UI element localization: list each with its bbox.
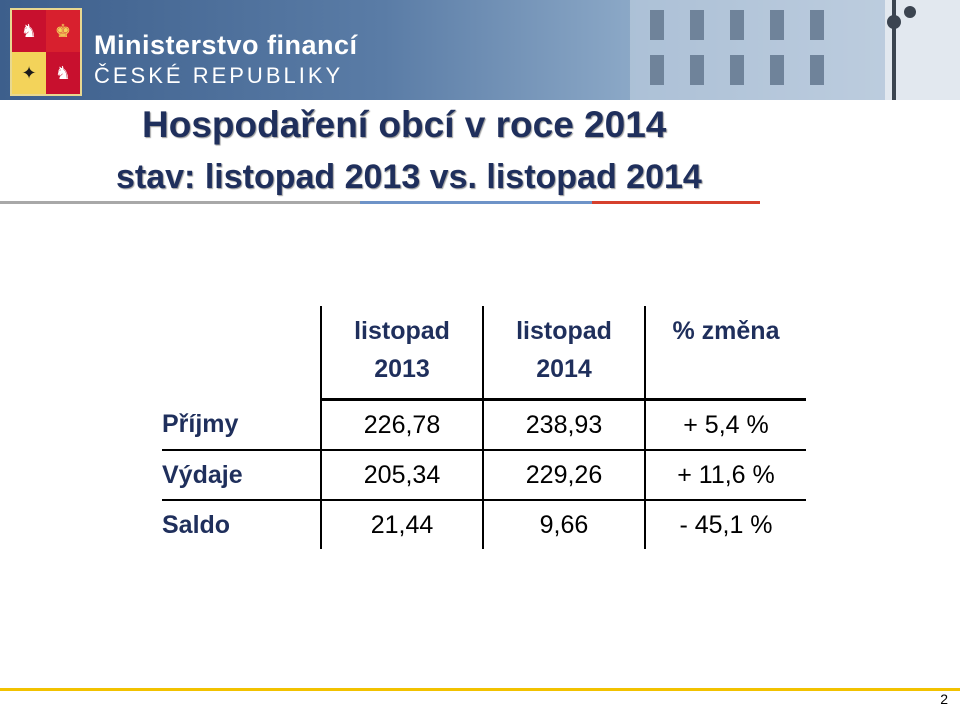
column-header-2013: listopad 2013	[320, 306, 483, 401]
page-title: Hospodaření obcí v roce 2014	[142, 104, 667, 145]
page-number: 2	[940, 691, 948, 707]
cell-vydaje-change: + 11,6 %	[644, 450, 806, 501]
cell-saldo-2014: 9,66	[482, 500, 645, 549]
state-coat-of-arms-icon: ♞ ♚ ✦ ♞	[10, 8, 82, 96]
table-row: Saldo 21,44 9,66 - 45,1 %	[162, 500, 806, 549]
footer-divider	[0, 688, 960, 691]
cell-prijmy-change: + 5,4 %	[644, 399, 806, 451]
title-underline-blue	[360, 201, 592, 204]
table-header-row: listopad 2013 listopad 2014 % změna	[162, 306, 806, 401]
column-header-2014: listopad 2014	[482, 306, 645, 401]
cell-saldo-change: - 45,1 %	[644, 500, 806, 549]
table-row: Výdaje 205,34 229,26 + 11,6 %	[162, 450, 806, 501]
table-row: Příjmy 226,78 238,93 + 5,4 %	[162, 399, 806, 451]
cell-vydaje-2013: 205,34	[320, 450, 483, 501]
row-label-vydaje: Výdaje	[162, 450, 321, 501]
cell-prijmy-2014: 238,93	[482, 399, 645, 451]
title-underline-grey	[0, 201, 360, 204]
republic-name: ČESKÉ REPUBLIKY	[94, 63, 344, 88]
page-subtitle: stav: listopad 2013 vs. listopad 2014	[116, 158, 702, 196]
cell-prijmy-2013: 226,78	[320, 399, 483, 451]
title-underline-red	[592, 201, 760, 204]
ministry-name: Ministerstvo financí	[94, 30, 358, 60]
row-label-prijmy: Příjmy	[162, 399, 321, 451]
cell-saldo-2013: 21,44	[320, 500, 483, 549]
row-label-saldo: Saldo	[162, 510, 231, 539]
budget-table: listopad 2013 listopad 2014 % změna Příj…	[162, 306, 806, 549]
table-corner-cell	[162, 306, 321, 400]
building-photo	[630, 0, 960, 100]
column-header-change: % změna	[644, 306, 806, 401]
header-banner: ♞ ♚ ✦ ♞ Ministerstvo financí ČESKÉ REPUB…	[0, 0, 960, 100]
cell-vydaje-2014: 229,26	[482, 450, 645, 501]
